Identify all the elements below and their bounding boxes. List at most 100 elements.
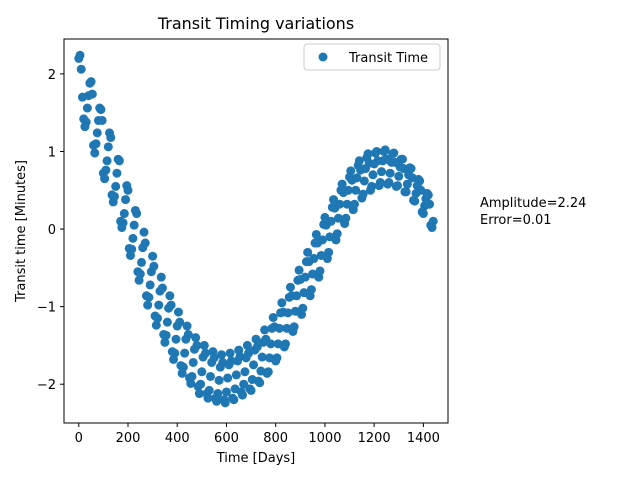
y-tick-label: −1 (37, 301, 56, 316)
annotation-error: Error=0.01 (480, 213, 552, 228)
scatter-points (74, 50, 438, 408)
data-point (148, 251, 158, 261)
data-point (187, 371, 197, 381)
data-point (263, 367, 273, 377)
data-point (343, 185, 353, 195)
data-point (188, 357, 198, 367)
data-point (317, 235, 327, 245)
legend-label: Transit Time (348, 51, 428, 66)
annotation: Amplitude=2.24 Error=0.01 (480, 196, 586, 228)
data-point (274, 323, 284, 333)
data-point (333, 213, 343, 223)
data-point (315, 266, 325, 276)
data-point (380, 145, 390, 155)
y-axis-label: Transit time [Minutes] (14, 160, 29, 303)
data-point (112, 168, 122, 178)
data-point (121, 195, 131, 205)
data-point (385, 168, 395, 178)
data-point (217, 350, 227, 360)
y-tick-label: −2 (37, 378, 56, 393)
data-point (341, 213, 351, 223)
data-point (277, 298, 287, 308)
data-point (335, 199, 345, 209)
data-point (171, 334, 181, 344)
data-point (415, 176, 425, 186)
data-point (140, 238, 150, 248)
x-tick-label: 600 (214, 431, 239, 446)
data-point (156, 272, 166, 282)
data-point (91, 139, 101, 149)
data-point (128, 233, 138, 243)
x-tick-label: 1000 (308, 431, 341, 446)
data-point (292, 291, 302, 301)
data-point (101, 165, 111, 175)
data-point (257, 352, 267, 362)
data-point (127, 244, 137, 254)
data-point (196, 379, 206, 389)
data-point (354, 156, 364, 166)
data-point (397, 154, 407, 164)
data-point (97, 115, 107, 125)
legend: Transit Time (303, 43, 441, 71)
data-point (285, 282, 295, 292)
data-point (306, 285, 316, 295)
data-point (240, 367, 250, 377)
data-point (182, 321, 192, 331)
data-point (118, 218, 128, 228)
legend-box (303, 43, 441, 71)
data-point (329, 195, 339, 205)
data-point (129, 220, 139, 230)
data-point (410, 196, 420, 206)
data-point (166, 300, 176, 310)
data-point (100, 174, 110, 184)
data-point (252, 342, 262, 352)
data-point (102, 156, 112, 166)
data-point (209, 353, 219, 363)
data-point (203, 393, 213, 403)
x-tick-label: 800 (263, 431, 288, 446)
data-point (135, 269, 145, 279)
data-point (221, 387, 231, 397)
data-point (372, 146, 382, 156)
data-point (425, 199, 435, 209)
data-point (201, 348, 211, 358)
data-point (324, 247, 334, 257)
plot-frame (63, 38, 449, 424)
data-point (368, 170, 378, 180)
data-point (119, 209, 129, 219)
data-point (204, 385, 214, 395)
x-tick-label: 0 (75, 431, 83, 446)
data-point (194, 389, 204, 399)
data-point (237, 390, 247, 400)
data-point (311, 229, 321, 239)
data-point (226, 356, 236, 366)
y-tick-label: 2 (48, 68, 56, 83)
data-point (123, 185, 133, 195)
data-point (212, 396, 222, 406)
data-point (96, 105, 106, 115)
data-point (363, 149, 373, 159)
x-tick-label: 400 (165, 431, 190, 446)
data-point (157, 283, 167, 293)
x-tick-label: 1400 (407, 431, 440, 446)
data-point (180, 348, 190, 358)
data-point (337, 179, 347, 189)
x-tick-label: 200 (116, 431, 141, 446)
data-point (137, 257, 147, 267)
data-point (375, 178, 385, 188)
data-point (153, 313, 163, 323)
data-point (289, 322, 299, 332)
data-point (170, 348, 180, 358)
data-point (139, 227, 149, 237)
annotation-amplitude: Amplitude=2.24 (480, 196, 586, 211)
data-point (251, 334, 261, 344)
data-point (103, 142, 113, 152)
x-tick-label: 1200 (358, 431, 391, 446)
data-point (197, 367, 207, 377)
data-point (418, 209, 428, 219)
data-point (294, 265, 304, 275)
data-point (223, 373, 233, 383)
data-point (255, 378, 265, 388)
data-point (183, 330, 193, 340)
